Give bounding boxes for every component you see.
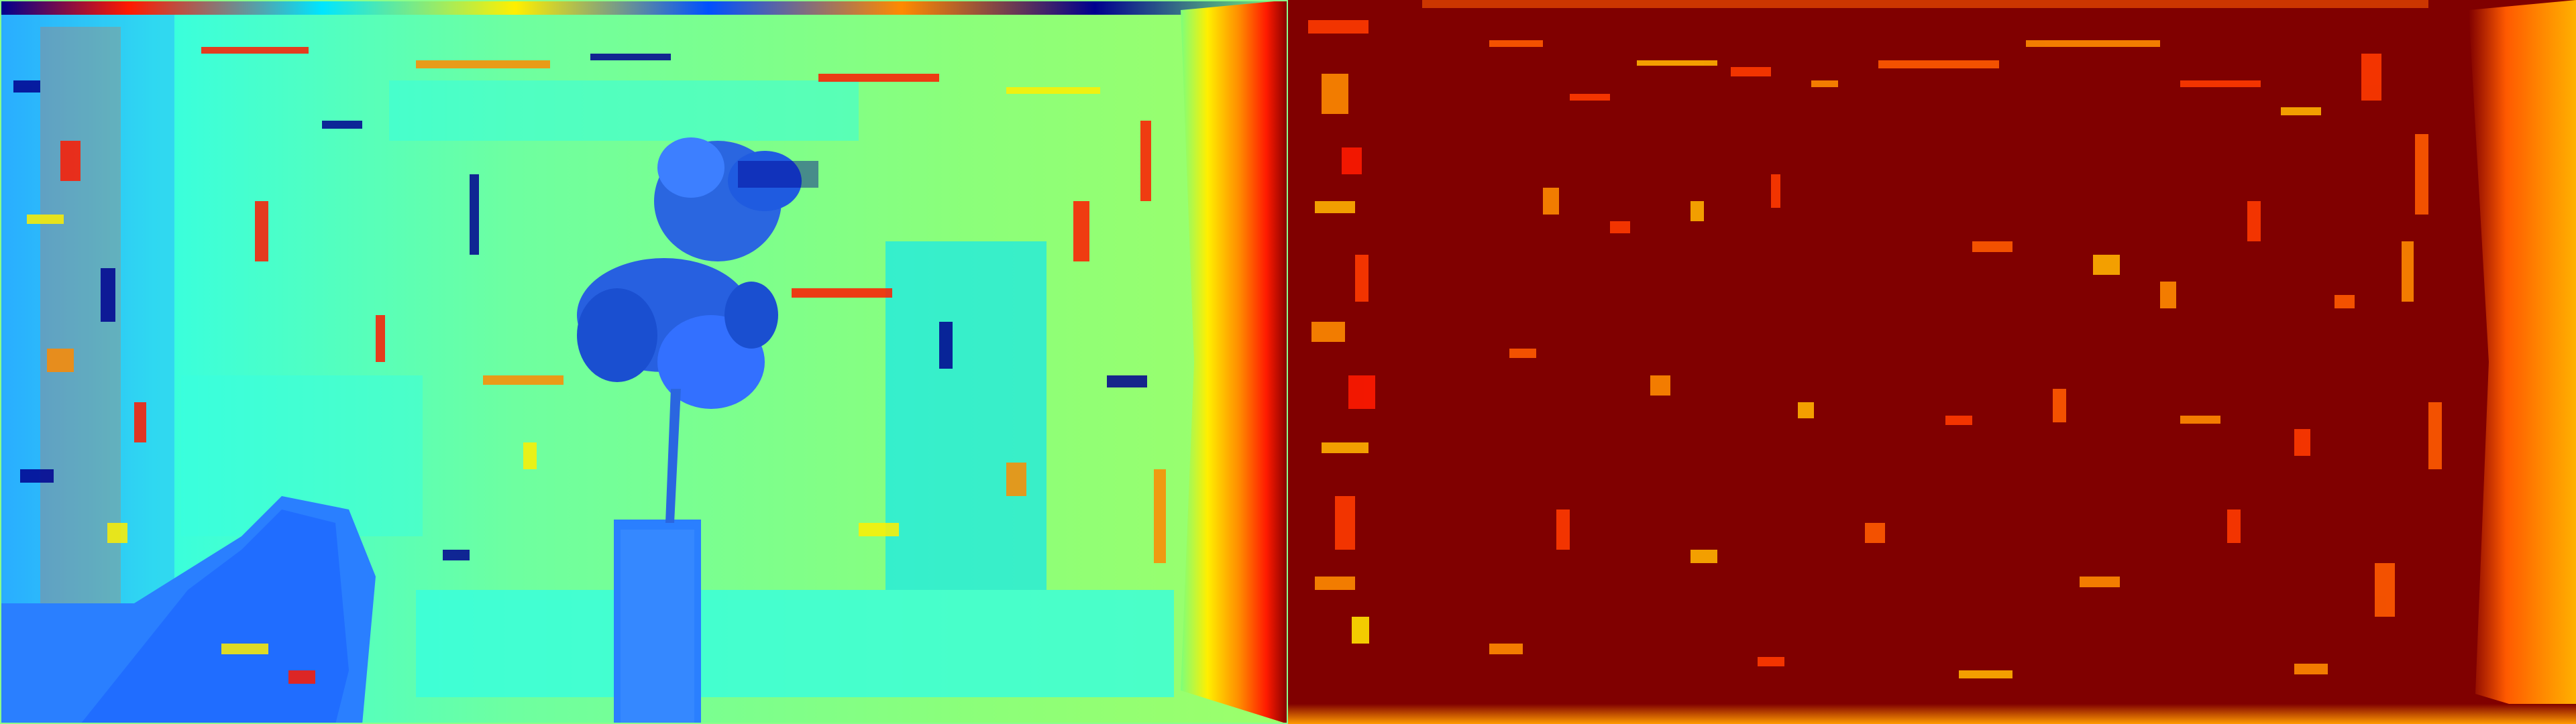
error-map-image (1288, 0, 2576, 724)
disparity-map-panel (0, 0, 1288, 724)
error-map-panel (1288, 0, 2576, 724)
disparity-map-image (0, 0, 1288, 724)
